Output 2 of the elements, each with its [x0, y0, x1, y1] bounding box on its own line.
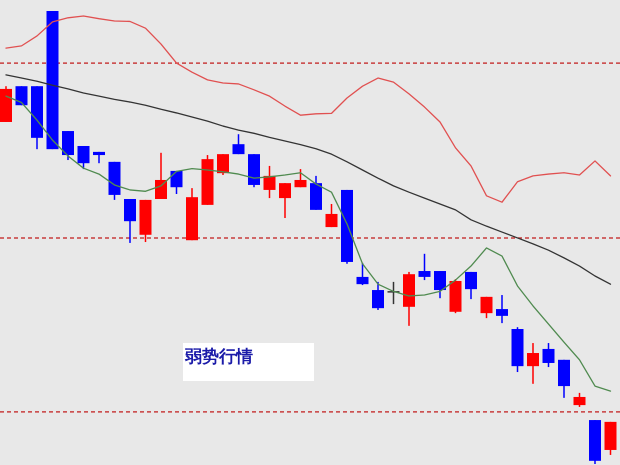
annotation: 弱势行情	[183, 343, 314, 381]
annotation: 弱势行情	[184, 347, 253, 367]
